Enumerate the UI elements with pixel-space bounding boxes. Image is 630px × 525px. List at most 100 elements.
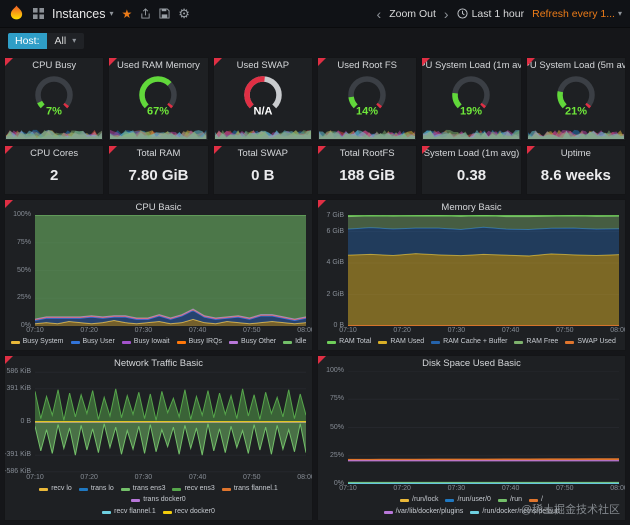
y-tick-label: 0 B (20, 418, 31, 425)
panel-title[interactable]: CPU Busy (32, 60, 77, 71)
legend-item[interactable]: Busy User (70, 337, 115, 347)
y-tick-label: 6 GiB (326, 227, 344, 235)
panel-corner-flag (318, 200, 326, 208)
legend-item[interactable]: recv lo (39, 484, 72, 494)
svg-text:67%: 67% (147, 106, 169, 118)
panel-title[interactable]: Network Traffic Basic (113, 358, 204, 369)
panel-corner-flag (109, 146, 118, 154)
legend-item[interactable]: /var/lib/docker/plugins (383, 507, 463, 517)
legend-color-marker (121, 340, 131, 344)
stat-panel: CPU Cores 2 (4, 145, 105, 195)
panel-title[interactable]: Memory Basic (441, 202, 502, 213)
chart-plot[interactable] (348, 215, 619, 326)
y-tick-label: 75% (329, 395, 344, 403)
legend-item[interactable]: recv flannel.1 (102, 507, 156, 517)
plot-row: 7 GiB 6 GiB 4 GiB 2 GiB 0 B (318, 211, 625, 329)
panel-title[interactable]: Total RAM (136, 148, 181, 159)
legend-item[interactable]: RAM Used (378, 337, 424, 347)
chart-plot[interactable] (35, 215, 306, 326)
legend-color-marker (327, 340, 337, 344)
panel-title[interactable]: Used RAM Memory (117, 60, 200, 71)
settings-gear-icon[interactable]: ⚙ (178, 6, 190, 21)
zoom-out-button[interactable]: Zoom Out (389, 7, 436, 20)
chart-plot[interactable] (35, 371, 306, 473)
x-tick-label: 08:00 (297, 327, 312, 334)
gauge-sparkline (527, 129, 624, 139)
legend-item[interactable]: Busy Iowait (121, 337, 170, 347)
panel-title[interactable]: CPU Basic (135, 202, 182, 213)
legend-item[interactable]: RAM Total (327, 337, 371, 347)
legend-item[interactable]: /run (497, 495, 522, 505)
host-variable-select[interactable]: All ▾ (46, 32, 85, 50)
star-icon[interactable]: ★ (121, 6, 133, 21)
save-icon[interactable] (159, 8, 170, 19)
chart-plot[interactable] (348, 371, 619, 484)
legend-series-name: RAM Cache + Buffer (443, 338, 508, 345)
legend-color-marker (565, 340, 575, 344)
dashboard: CPU Busy 7% Used RAM Memory 67% Used SWAP N/A… (0, 54, 630, 521)
legend-item[interactable]: / (529, 495, 543, 505)
panel-title[interactable]: Total RootFS (339, 148, 395, 159)
legend-series-name: RAM Free (526, 338, 559, 345)
panel-title[interactable]: CPU System Load (1m avg) (422, 60, 520, 71)
y-tick-label: 0 B (333, 322, 344, 329)
panel-title[interactable]: CPU Cores (30, 148, 79, 159)
y-tick-label: 7 GiB (326, 211, 344, 219)
clock-icon (457, 8, 468, 19)
panel-corner-flag (318, 146, 326, 154)
panel-title[interactable]: Uptime (560, 148, 591, 159)
panel-corner-flag (5, 146, 13, 154)
legend-item[interactable]: recv docker0 (162, 507, 215, 517)
panel-title[interactable]: CPU System Load (5m avg) (527, 60, 625, 71)
x-axis: 07:10 07:20 07:30 07:40 07:50 08:00 (26, 473, 312, 483)
legend-item[interactable]: Idle (283, 337, 306, 347)
legend-item[interactable]: RAM Free (514, 337, 558, 347)
dashboard-grid-icon[interactable] (33, 8, 44, 19)
time-forward-icon[interactable]: › (443, 5, 449, 22)
panel-title[interactable]: Disk Space Used Basic (422, 358, 521, 369)
legend-color-marker (514, 340, 524, 344)
chart-panel: Disk Space Used Basic 100% 75% 50% 25% 0% 07:1… (317, 355, 626, 521)
legend-series-name: SWAP Used (577, 338, 616, 345)
panel-title[interactable]: Used SWAP (236, 60, 290, 71)
legend-item[interactable]: Busy System (10, 337, 64, 347)
legend-color-marker (431, 340, 441, 344)
time-back-icon[interactable]: ‹ (376, 5, 382, 22)
y-tick-label: 75% (16, 238, 31, 246)
y-tick-label: 4 GiB (326, 259, 344, 267)
legend-item[interactable]: /run/lock (400, 495, 438, 505)
legend-item[interactable]: trans lo (78, 484, 114, 494)
legend-item[interactable]: trans flannel.1 (221, 484, 278, 494)
y-tick-label: 100% (13, 211, 31, 218)
legend-item[interactable]: trans docker0 (131, 495, 186, 505)
legend-item[interactable]: recv ens3 (172, 484, 215, 494)
legend-item[interactable]: RAM Cache + Buffer (431, 337, 507, 347)
stat-panel: Total SWAP 0 B (212, 145, 313, 195)
x-axis: 07:10 07:20 07:30 07:40 07:50 08:00 (339, 326, 625, 336)
dashboard-title-dropdown[interactable]: Instances ▾ (52, 7, 114, 21)
legend-item[interactable]: trans ens3 (120, 484, 165, 494)
panel-title[interactable]: Used Root FS (337, 60, 397, 71)
legend-series-name: Busy IRQs (188, 338, 223, 345)
grafana-logo[interactable] (8, 5, 25, 22)
refresh-picker[interactable]: Refresh every 1... ▾ (532, 8, 622, 20)
x-tick-label: 07:40 (501, 327, 520, 334)
panel-title[interactable]: System Load (1m avg) (423, 148, 520, 159)
gauge-sparkline (6, 129, 103, 139)
legend-item[interactable]: /run/docker/netns/default (470, 507, 559, 517)
y-tick-label: 2 GiB (326, 290, 344, 298)
legend-color-marker (383, 510, 393, 514)
chart-legend: RAM Total RAM Used RAM Cache + Buffer RAM F… (318, 336, 625, 350)
legend-item[interactable]: Busy IRQs (176, 337, 223, 347)
panel-title[interactable]: Total SWAP (237, 148, 288, 159)
time-range-label: Last 1 hour (471, 7, 525, 20)
share-icon[interactable] (140, 8, 151, 19)
gauge-sparkline (214, 130, 311, 139)
legend-item[interactable]: Busy Other (229, 337, 276, 347)
legend-item[interactable]: SWAP Used (565, 337, 616, 347)
gauge: 67% (139, 76, 178, 118)
time-range-picker[interactable]: Last 1 hour (457, 7, 525, 20)
y-axis: 586 KiB 391 KiB 0 B -391 KiB -586 KiB (5, 368, 35, 475)
x-tick-label: 07:30 (447, 485, 466, 492)
legend-item[interactable]: /run/user/0 (445, 495, 491, 505)
